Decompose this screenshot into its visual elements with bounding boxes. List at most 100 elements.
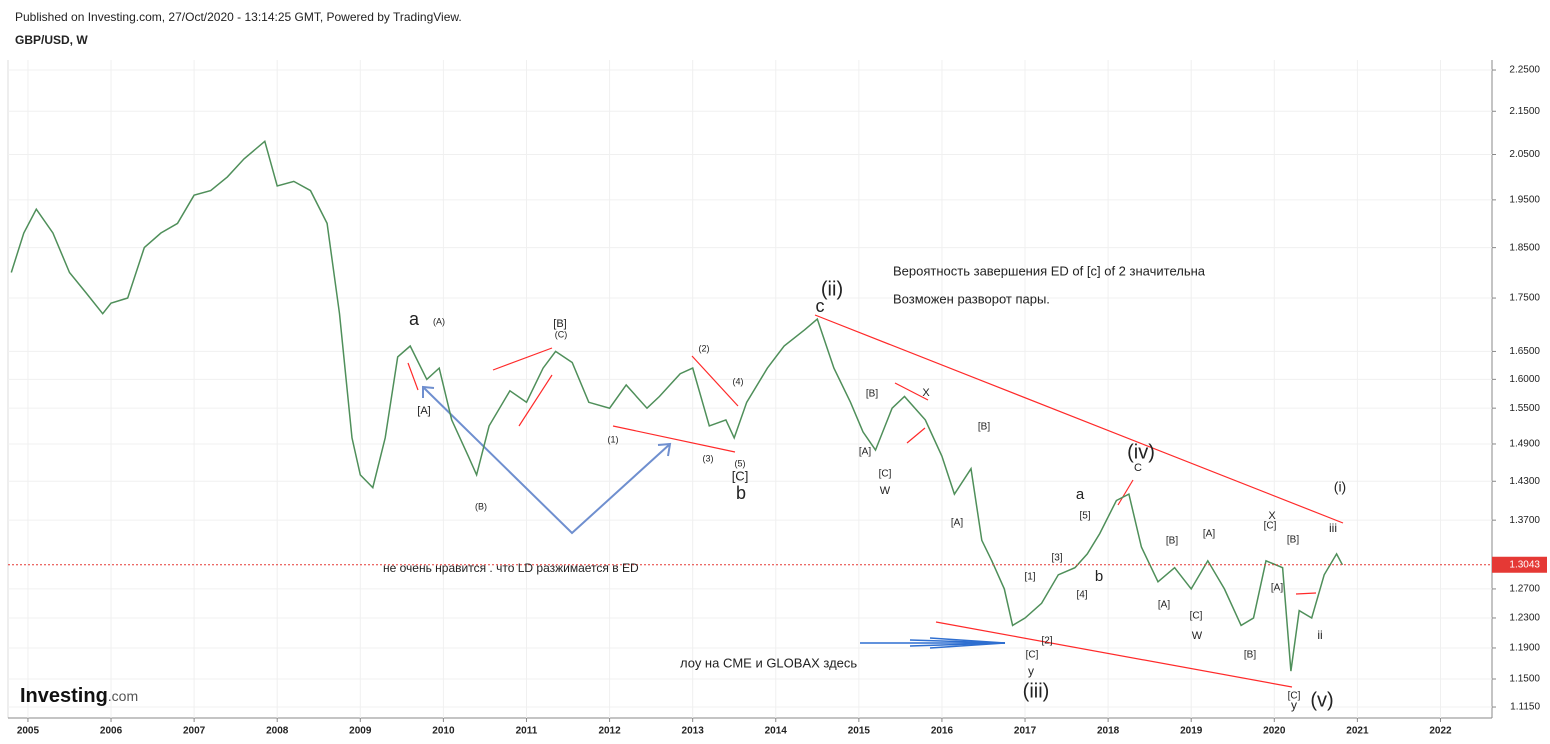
y-tick-label: 2.0500 <box>1509 149 1540 160</box>
x-tick-label: 2007 <box>183 726 206 737</box>
wave-label: [C] <box>879 469 892 480</box>
x-tick-label: 2021 <box>1346 726 1369 737</box>
wave-label: Возможен разворот пары. <box>893 291 1050 306</box>
x-tick-label: 2010 <box>432 726 455 737</box>
y-tick-label: 1.4900 <box>1509 439 1540 450</box>
wave-label: [A] <box>951 518 963 529</box>
wave-label: [C] <box>1288 691 1301 702</box>
wave-label: ii <box>1317 628 1322 642</box>
wave-label: X <box>922 387 930 399</box>
x-tick-label: 2018 <box>1097 726 1120 737</box>
wave-label: [C] <box>1190 611 1203 622</box>
x-tick-label: 2014 <box>765 726 788 737</box>
wave-label: [A] <box>1271 583 1283 594</box>
wave-label: a <box>409 309 420 329</box>
x-tick-label: 2006 <box>100 726 123 737</box>
wave-label: [B] <box>1287 535 1299 546</box>
wave-label: [3] <box>1051 553 1062 564</box>
y-tick-label: 1.4300 <box>1509 476 1540 487</box>
y-tick-label: 1.9500 <box>1509 195 1540 206</box>
wave-label: y <box>1291 698 1297 712</box>
wave-label: [5] <box>1079 511 1090 522</box>
wave-label: y <box>1028 664 1034 678</box>
y-tick-label: 1.2300 <box>1509 613 1540 624</box>
grid <box>8 60 1492 718</box>
last-price-box <box>1492 556 1547 573</box>
wave-label: Вероятность завершения ED of [c] of 2 зн… <box>893 263 1206 278</box>
wave-label: (iii) <box>1023 680 1050 702</box>
y-tick-label: 2.2500 <box>1509 65 1540 76</box>
wave-label: не очень нравится . что LD разжимается в… <box>383 561 639 575</box>
wave-label: [2] <box>1041 636 1052 647</box>
wave-label: W <box>880 485 891 497</box>
wave-label: (1) <box>608 434 619 444</box>
wave-label: a <box>1076 486 1085 503</box>
wave-label: [A] <box>417 405 430 417</box>
wave-label: (A) <box>433 316 445 326</box>
wave-label: (3) <box>703 453 714 463</box>
y-tick-label: 2.1500 <box>1509 106 1540 117</box>
wave-label: [A] <box>1158 600 1170 611</box>
wave-label: лоу на CME и GLOBAX здесь <box>680 655 857 670</box>
x-tick-label: 2016 <box>931 726 954 737</box>
y-tick-label: 1.7500 <box>1509 293 1540 304</box>
y-tick-label: 1.2700 <box>1509 584 1540 595</box>
wave-label: (5) <box>735 458 746 468</box>
last-price-label: 1.3043 <box>1509 559 1540 570</box>
wave-label: [B] <box>978 422 990 433</box>
wave-label: [B] <box>1166 536 1178 547</box>
drawings <box>407 314 1344 688</box>
x-tick-label: 2008 <box>266 726 289 737</box>
wave-label: [C] <box>1026 650 1039 661</box>
wave-label: [A] <box>1203 529 1215 540</box>
x-tick-label: 2012 <box>598 726 621 737</box>
wave-label: [B] <box>553 318 566 330</box>
y-tick-label: 1.5500 <box>1509 403 1540 414</box>
wave-label: c <box>816 296 825 316</box>
wave-label: (v) <box>1310 689 1333 711</box>
wave-label: [4] <box>1076 590 1087 601</box>
y-tick-label: 1.1500 <box>1509 674 1540 685</box>
wave-label: [B] <box>866 389 878 400</box>
blue-arrows <box>422 385 672 535</box>
x-tick-label: 2013 <box>682 726 705 737</box>
x-tick-label: 2005 <box>17 726 40 737</box>
wave-label: (i) <box>1334 479 1346 495</box>
wave-label: X <box>1268 510 1276 522</box>
wave-label: (C) <box>555 329 568 339</box>
y-tick-label: 1.1150 <box>1510 702 1540 713</box>
x-tick-label: 2015 <box>848 726 871 737</box>
price-line <box>10 139 1344 672</box>
wave-label: (ii) <box>821 278 843 300</box>
trend-lines <box>407 314 1344 688</box>
wave-label: (iv) <box>1127 441 1155 463</box>
symbol-title: GBP/USD, W <box>15 33 88 47</box>
wave-label: (2) <box>699 343 710 353</box>
wave-label: [B] <box>1244 650 1256 661</box>
y-tick-label: 1.3700 <box>1509 515 1540 526</box>
x-tick-label: 2017 <box>1014 726 1037 737</box>
watermark: Investing.com <box>20 685 138 707</box>
wave-label: b <box>1095 568 1103 585</box>
wave-label: (B) <box>475 501 487 511</box>
wave-label: iii <box>1329 521 1337 535</box>
blue-pointer <box>860 637 1006 649</box>
wave-label: (4) <box>733 376 744 386</box>
wave-label: C <box>1134 462 1142 474</box>
wave-label: W <box>1192 630 1203 642</box>
y-tick-label: 1.6500 <box>1509 346 1540 357</box>
y-tick-label: 1.6000 <box>1509 374 1540 385</box>
x-tick-label: 2019 <box>1180 726 1203 737</box>
y-tick-label: 1.8500 <box>1509 242 1540 253</box>
published-line: Published on Investing.com, 27/Oct/2020 … <box>15 10 462 24</box>
wave-label: [1] <box>1024 572 1035 583</box>
wave-label: [C] <box>1264 521 1277 532</box>
x-tick-label: 2009 <box>349 726 372 737</box>
wave-label: [C] <box>732 468 749 483</box>
wave-label: [A] <box>859 447 871 458</box>
x-tick-label: 2020 <box>1263 726 1286 737</box>
wave-label: b <box>736 483 746 503</box>
x-tick-label: 2011 <box>516 726 538 737</box>
